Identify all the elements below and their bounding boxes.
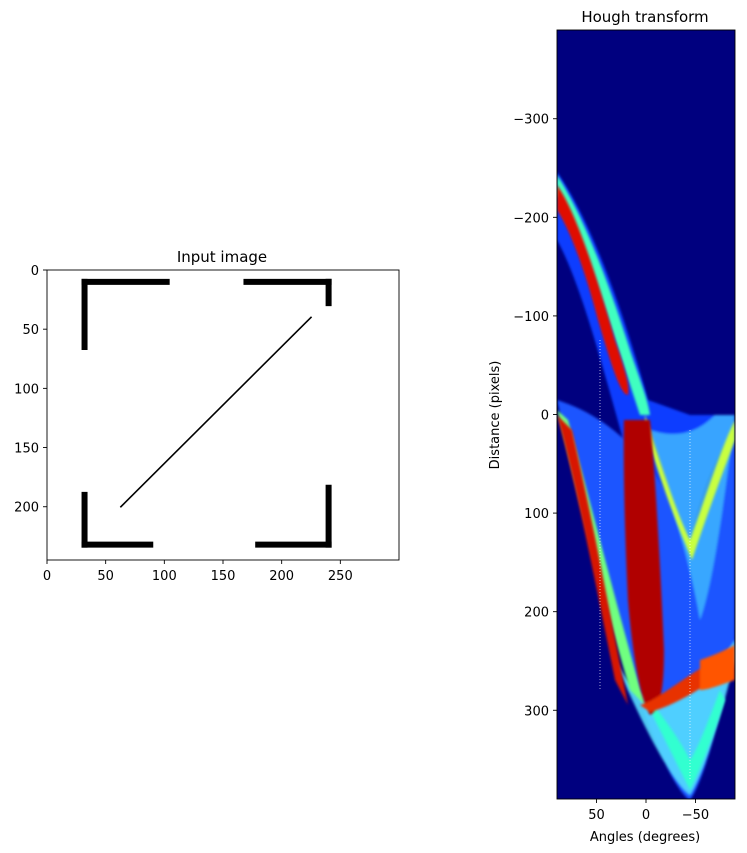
hough-x-tick-label: 0: [642, 808, 650, 823]
input-y-axis: 0 50 100 150 200: [14, 264, 47, 516]
hough-y-tick-label: 100: [524, 507, 549, 522]
input-image-title: Input image: [177, 248, 267, 266]
input-x-tick-label: 250: [328, 569, 353, 584]
hough-y-tick-label: −300: [513, 113, 549, 128]
hough-y-tick-label: 300: [524, 704, 549, 719]
hough-x-axis: 50 0 −50: [588, 799, 709, 823]
hough-y-axis-label: Distance (pixels): [488, 361, 503, 470]
hough-heatmap: [557, 30, 735, 799]
hough-peak-upper-red: [557, 185, 629, 395]
hough-ridge-right-yellow: [645, 415, 735, 560]
hough-peak-lower-red: [557, 415, 628, 705]
input-y-tick-label: 200: [14, 501, 39, 516]
hough-y-axis: −300 −200 −100 0 100 200 300: [513, 113, 557, 719]
hough-y-tick-label: −200: [513, 211, 549, 226]
input-y-tick-label: 150: [14, 442, 39, 457]
hough-y-tick-label: 0: [541, 409, 549, 424]
hough-title: Hough transform: [581, 8, 708, 26]
input-y-tick-label: 100: [14, 382, 39, 397]
hough-y-tick-label: −100: [513, 310, 549, 325]
hough-peak-center-red: [623, 420, 664, 715]
hough-band-right-cyan: [650, 415, 735, 620]
input-image-panel: Input image 0 50 100 150 200 250 0 50 100 150 200: [14, 248, 400, 584]
input-x-tick-label: 200: [269, 569, 294, 584]
input-y-tick-label: 50: [22, 323, 39, 338]
input-x-tick-label: 150: [211, 569, 236, 584]
hough-x-tick-label: 50: [588, 808, 605, 823]
input-x-tick-label: 50: [97, 569, 114, 584]
input-x-tick-label: 0: [43, 569, 51, 584]
hough-high-peaks: [557, 185, 735, 715]
hough-x-axis-label: Angles (degrees): [590, 830, 700, 845]
input-x-tick-label: 100: [152, 569, 177, 584]
stroke-diagonal: [119, 316, 313, 508]
hough-x-tick-label: −50: [682, 808, 709, 823]
input-x-axis: 0 50 100 150 200 250: [43, 560, 353, 584]
hough-peak-far-right-red: [700, 645, 735, 690]
hough-ridge-bottom-green: [645, 690, 725, 790]
input-y-tick-label: 0: [31, 264, 39, 279]
input-image-background: [47, 270, 399, 560]
hough-panel: Hough transform: [488, 8, 736, 845]
input-image-strokes: [81, 278, 332, 548]
hough-y-tick-label: 200: [524, 606, 549, 621]
